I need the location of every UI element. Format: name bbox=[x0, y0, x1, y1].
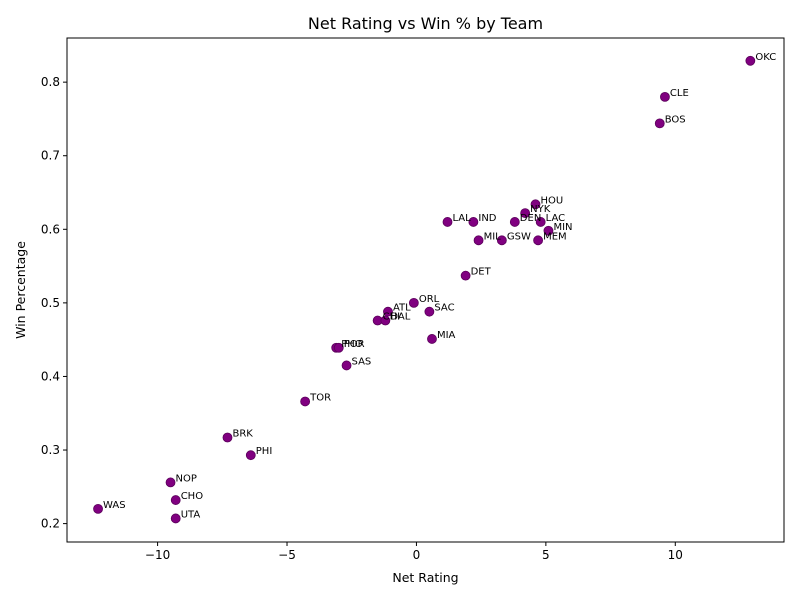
x-tick-label: 10 bbox=[668, 548, 683, 562]
data-point-label: CHI bbox=[383, 312, 400, 323]
x-tick-label: 0 bbox=[413, 548, 421, 562]
y-tick-label: 0.7 bbox=[41, 149, 60, 163]
data-point bbox=[300, 396, 311, 407]
data-point-label: DAL bbox=[390, 312, 410, 323]
x-axis-label: Net Rating bbox=[392, 570, 458, 585]
data-point bbox=[473, 235, 484, 246]
y-tick-label: 0.4 bbox=[41, 369, 60, 383]
data-point-label: MIL bbox=[484, 231, 502, 242]
y-axis-label: Win Percentage bbox=[13, 241, 28, 339]
data-point bbox=[424, 306, 435, 317]
data-point-label: ORL bbox=[419, 294, 440, 305]
data-point bbox=[745, 55, 756, 66]
data-point-label: SAC bbox=[434, 303, 454, 314]
data-point-label: PHO bbox=[341, 339, 363, 350]
data-point-label: WAS bbox=[103, 500, 126, 511]
data-point bbox=[170, 513, 181, 524]
data-point bbox=[520, 208, 531, 219]
data-point-label: POR bbox=[344, 339, 365, 350]
data-point bbox=[93, 503, 103, 514]
y-tick-label: 0.8 bbox=[41, 75, 60, 89]
x-tick-label: 5 bbox=[542, 548, 550, 562]
data-point-label: BOS bbox=[665, 114, 686, 125]
data-point-label: CHO bbox=[181, 491, 204, 502]
data-point bbox=[460, 270, 471, 281]
data-point bbox=[660, 91, 670, 102]
data-point bbox=[333, 342, 344, 353]
plot-area: −10 −5 0 5 10 0.2 0.3 0.4 0.5 0.6 0.7 0.8 OKC CLE BOS H… bbox=[41, 37, 785, 562]
data-point-label: DET bbox=[471, 267, 492, 278]
data-point bbox=[533, 235, 543, 246]
data-point-label: CLE bbox=[670, 88, 689, 99]
data-point-label: IND bbox=[478, 213, 496, 224]
data-point bbox=[654, 118, 665, 129]
data-point bbox=[165, 477, 176, 488]
data-point bbox=[408, 297, 419, 308]
data-point-label: MIN bbox=[553, 222, 572, 233]
data-point bbox=[496, 235, 507, 246]
data-point-label: LAL bbox=[453, 213, 472, 224]
data-point bbox=[509, 217, 520, 227]
y-tick-label: 0.6 bbox=[41, 222, 60, 236]
data-point-label: NYK bbox=[530, 204, 551, 215]
data-point-label: LAC bbox=[546, 213, 565, 224]
data-point bbox=[383, 306, 393, 317]
data-point-label: OKC bbox=[755, 52, 776, 63]
data-point bbox=[535, 217, 546, 227]
y-tick-label: 0.5 bbox=[41, 296, 60, 310]
data-point bbox=[543, 225, 554, 236]
data-point-label: TOR bbox=[309, 392, 331, 403]
data-point bbox=[170, 495, 181, 505]
data-point bbox=[468, 217, 479, 227]
data-point-label: NOP bbox=[176, 473, 197, 484]
data-point-label: SAS bbox=[352, 356, 372, 367]
data-point-label: BRK bbox=[232, 429, 253, 440]
y-tick-label: 0.3 bbox=[41, 443, 60, 457]
data-point-label: ATL bbox=[393, 303, 411, 314]
data-point bbox=[341, 360, 352, 371]
data-point bbox=[427, 334, 437, 344]
y-tick-label: 0.2 bbox=[41, 517, 60, 531]
data-point bbox=[222, 432, 233, 443]
data-point bbox=[245, 450, 256, 461]
data-point-label: DEN bbox=[520, 213, 542, 224]
data-point-label: UTA bbox=[181, 509, 201, 520]
plot-frame bbox=[66, 37, 785, 543]
data-point-label: MIA bbox=[437, 330, 456, 341]
data-point bbox=[442, 217, 453, 227]
data-point-label: HOU bbox=[541, 195, 564, 206]
data-point-label: GSW bbox=[507, 231, 531, 242]
data-point bbox=[380, 315, 391, 326]
data-point bbox=[530, 199, 541, 210]
data-point-label: MEM bbox=[543, 231, 567, 242]
x-tick-label: −10 bbox=[145, 548, 170, 562]
x-tick-label: −5 bbox=[278, 548, 296, 562]
data-point-label: PHI bbox=[256, 446, 273, 457]
chart-title: Net Rating vs Win % by Team bbox=[308, 14, 543, 33]
